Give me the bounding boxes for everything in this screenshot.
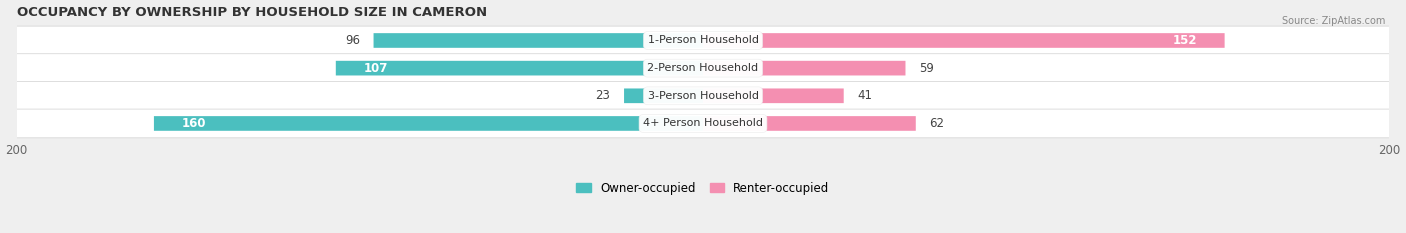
FancyBboxPatch shape [10,109,1396,138]
Text: 41: 41 [858,89,872,102]
FancyBboxPatch shape [336,61,703,75]
FancyBboxPatch shape [10,81,1396,110]
Text: 96: 96 [344,34,360,47]
FancyBboxPatch shape [703,33,1225,48]
Text: 107: 107 [363,62,388,75]
Text: OCCUPANCY BY OWNERSHIP BY HOUSEHOLD SIZE IN CAMERON: OCCUPANCY BY OWNERSHIP BY HOUSEHOLD SIZE… [17,6,486,19]
FancyBboxPatch shape [703,116,915,131]
Text: 62: 62 [929,117,945,130]
Text: 23: 23 [596,89,610,102]
Text: 3-Person Household: 3-Person Household [648,91,758,101]
Text: 2-Person Household: 2-Person Household [647,63,759,73]
Text: Source: ZipAtlas.com: Source: ZipAtlas.com [1281,16,1385,26]
Text: 59: 59 [920,62,934,75]
FancyBboxPatch shape [153,116,703,131]
Text: 4+ Person Household: 4+ Person Household [643,118,763,128]
FancyBboxPatch shape [624,89,703,103]
Legend: Owner-occupied, Renter-occupied: Owner-occupied, Renter-occupied [576,182,830,195]
FancyBboxPatch shape [10,26,1396,55]
Text: 1-Person Household: 1-Person Household [648,35,758,45]
FancyBboxPatch shape [703,89,844,103]
FancyBboxPatch shape [703,61,905,75]
FancyBboxPatch shape [374,33,703,48]
FancyBboxPatch shape [10,54,1396,82]
Text: 152: 152 [1173,34,1197,47]
Text: 160: 160 [181,117,205,130]
